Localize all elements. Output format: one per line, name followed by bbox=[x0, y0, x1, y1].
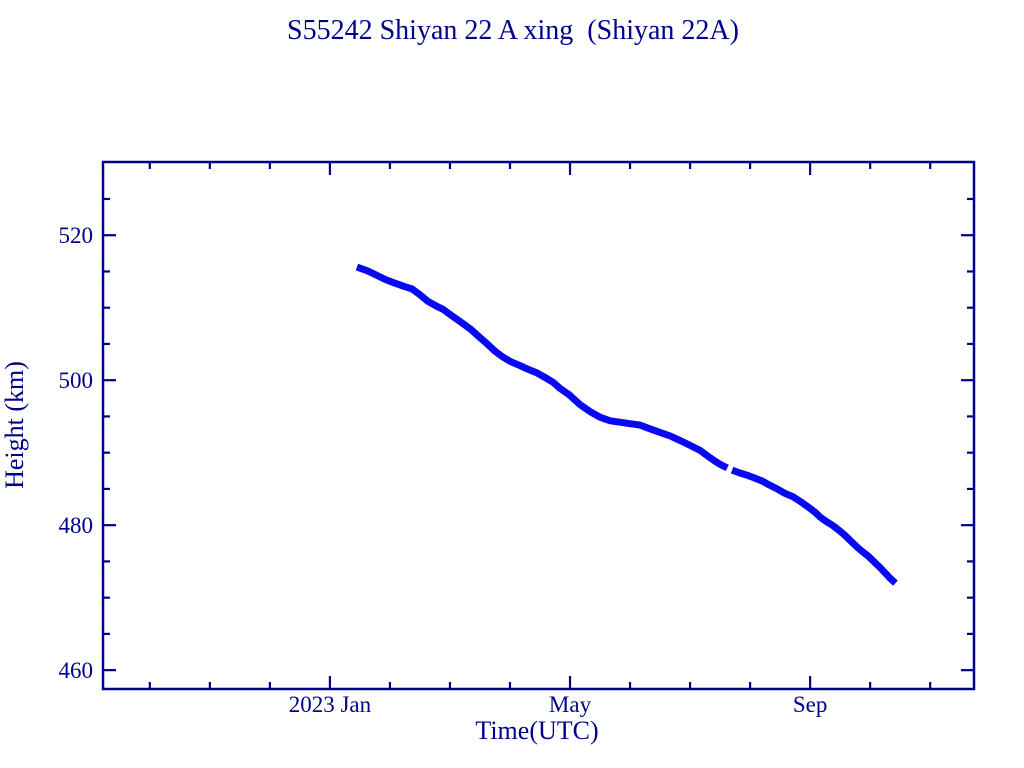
plot-frame bbox=[101, 160, 976, 691]
axis-ticks bbox=[103, 162, 974, 689]
x-axis-label: Time(UTC) bbox=[475, 716, 598, 745]
x-tick-label: Sep bbox=[793, 692, 828, 717]
x-tick-label: May bbox=[549, 692, 592, 717]
y-tick-label: 520 bbox=[59, 223, 94, 248]
y-axis-label: Height (km) bbox=[0, 361, 29, 489]
axis-tick-labels: 2023 Jan May Sep 460 480 500 520 bbox=[59, 223, 828, 717]
y-tick-label: 460 bbox=[59, 658, 94, 683]
series-line bbox=[355, 263, 729, 472]
y-tick-label: 480 bbox=[59, 513, 94, 538]
chart-title: S55242 Shiyan 22 A xing (Shiyan 22A) bbox=[287, 15, 739, 46]
series-line bbox=[730, 466, 898, 586]
data-series bbox=[355, 263, 898, 586]
y-tick-label: 500 bbox=[59, 368, 94, 393]
x-tick-label: 2023 Jan bbox=[289, 692, 372, 717]
